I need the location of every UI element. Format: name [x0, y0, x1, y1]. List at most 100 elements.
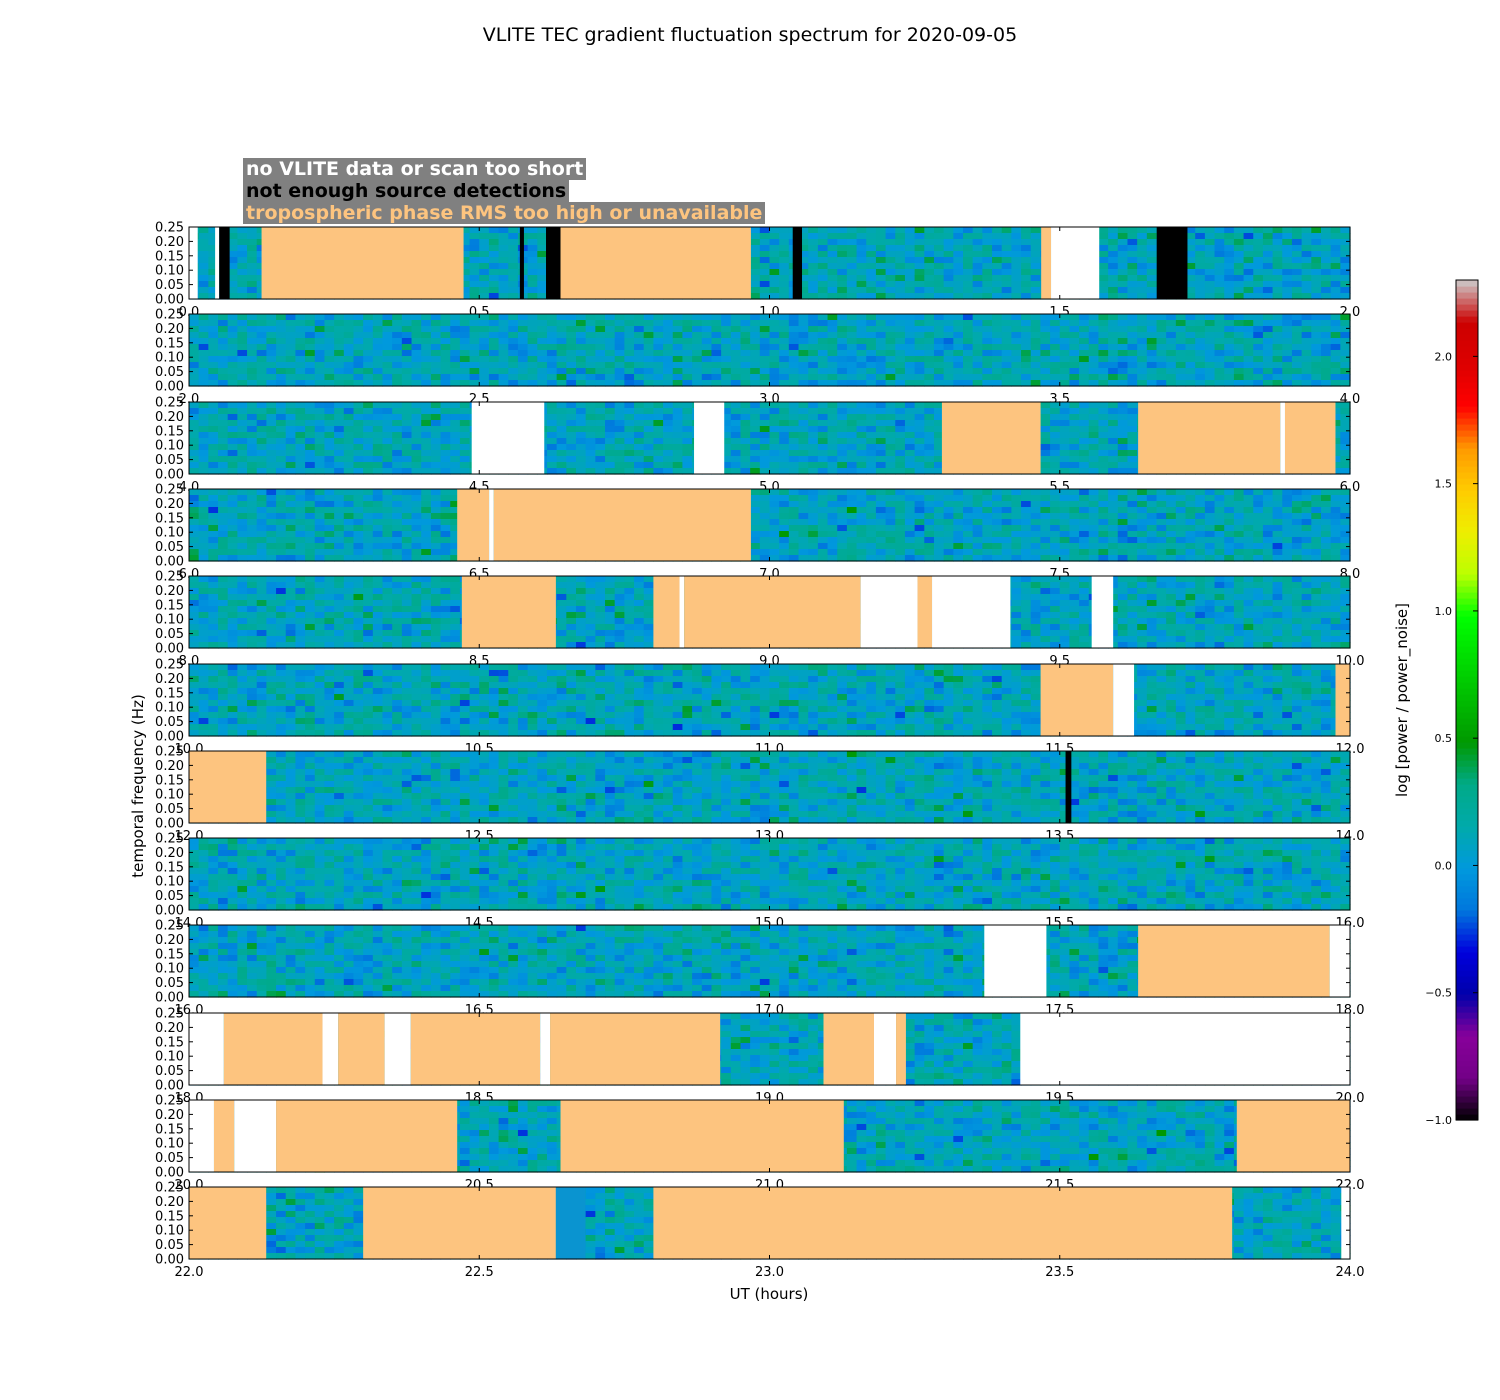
panel-10-mask-4 — [560, 1100, 844, 1172]
panel-2-ytick-1: 0.05 — [155, 453, 184, 468]
panel-9-mask-8 — [823, 1013, 874, 1085]
panel-3-mask-2 — [493, 489, 751, 561]
panel-7-ytick-1: 0.05 — [155, 889, 184, 904]
panel-1-ytick-2: 0.10 — [155, 351, 184, 366]
panel-11-ytick-1: 0.05 — [155, 1238, 184, 1253]
panel-4-mask-6 — [932, 576, 1011, 648]
panel-0: 0.000.050.100.150.200.250.0 0.5 1.0 1.5 2.0 — [155, 221, 1360, 321]
panel-2-ytick-2: 0.10 — [155, 439, 184, 454]
panel-0-mask-1 — [215, 227, 220, 299]
panel-8-ytick-4: 0.20 — [155, 933, 184, 948]
panel-0-ytick-0: 0.00 — [155, 293, 184, 308]
panel-8-ytick-1: 0.05 — [155, 976, 184, 991]
panel-4-ytick-1: 0.05 — [155, 627, 184, 642]
panel-1-ytick-3: 0.15 — [155, 336, 184, 351]
panel-11-ytick-2: 0.10 — [155, 1224, 184, 1239]
panel-1-ytick-0: 0.00 — [155, 380, 184, 395]
panel-5-ytick-5: 0.25 — [155, 658, 184, 673]
panel-3-ytick-4: 0.20 — [155, 497, 184, 512]
panel-4-ytick-5: 0.25 — [155, 570, 184, 585]
panel-7-ytick-3: 0.15 — [155, 860, 184, 875]
panel-11-mask-4 — [1341, 1187, 1350, 1259]
panel-9-mask-6 — [540, 1013, 551, 1085]
panel-9-mask-5 — [410, 1013, 541, 1085]
panel-10-ytick-1: 0.05 — [155, 1151, 184, 1166]
panel-0-ytick-1: 0.05 — [155, 278, 184, 293]
panel-11-mask-3 — [653, 1187, 1233, 1259]
legend-entry-few-detections: not enough source detections — [243, 180, 570, 202]
panel-8-mask-1 — [1138, 925, 1330, 997]
colorbar: 2.0 1.5 1.0 0.5 0.0 −0.5 −1.0 log [power / powe… — [1393, 279, 1479, 1127]
panel-0-mask-0 — [189, 227, 198, 299]
panel-7-ytick-2: 0.10 — [155, 875, 184, 890]
panel-11-xtick-3: 23.5 — [1045, 1265, 1074, 1280]
panel-3-ytick-3: 0.15 — [155, 511, 184, 526]
panel-8-ytick-5: 0.25 — [155, 919, 184, 934]
panel-4-mask-3 — [684, 576, 861, 648]
x-axis-label: UT (hours) — [730, 1285, 809, 1303]
panel-5-texture — [189, 664, 1351, 737]
panel-3: 0.000.050.100.150.200.256.0 6.5 7.0 7.5 8.0 — [155, 483, 1360, 583]
panel-1-ytick-5: 0.25 — [155, 308, 184, 323]
panel-3-ytick-0: 0.00 — [155, 555, 184, 570]
panel-7-texture — [189, 838, 1351, 911]
panel-0-mask-5 — [546, 227, 561, 299]
panel-11: 0.000.050.100.150.200.25 22.0 22.5 23.0 23.5… — [155, 1181, 1364, 1281]
panel-3-mask-1 — [489, 489, 494, 561]
panel-2-mask-2 — [941, 402, 1041, 474]
panel-5-ytick-1: 0.05 — [155, 715, 184, 730]
panel-0-mask-10 — [1156, 227, 1188, 299]
panel-1-ytick-4: 0.20 — [155, 322, 184, 337]
panel-3-ytick-5: 0.25 — [155, 483, 184, 498]
panel-9-mask-0 — [189, 1013, 224, 1085]
panel-0-ytick-4: 0.20 — [155, 235, 184, 250]
colorbar-tick-2: 1.0 — [1435, 605, 1453, 618]
panel-9-ytick-0: 0.00 — [155, 1079, 184, 1094]
panel-7-ytick-4: 0.20 — [155, 846, 184, 861]
panel-8-mask-0 — [984, 925, 1047, 997]
legend-entry-no-data: no VLITE data or scan too short — [243, 158, 587, 180]
panel-9-mask-4 — [384, 1013, 411, 1085]
panel-10-mask-1 — [213, 1100, 235, 1172]
panel-8-ytick-0: 0.00 — [155, 991, 184, 1006]
panel-4-mask-0 — [461, 576, 556, 648]
panel-5-mask-0 — [1040, 664, 1114, 736]
panel-1-texture — [189, 314, 1351, 387]
panel-6-ytick-0: 0.00 — [155, 817, 184, 832]
panel-10-ytick-5: 0.25 — [155, 1094, 184, 1109]
panel-11-ytick-0: 0.00 — [155, 1253, 184, 1268]
colorbar-frame — [1455, 279, 1479, 1121]
panel-3-texture — [189, 489, 1351, 562]
panel-4-ytick-3: 0.15 — [155, 598, 184, 613]
panel-6-ytick-4: 0.20 — [155, 759, 184, 774]
panel-0-ytick-5: 0.25 — [155, 221, 184, 236]
panel-6-ytick-2: 0.10 — [155, 788, 184, 803]
panel-0-ytick-2: 0.10 — [155, 264, 184, 279]
panel-5-mask-2 — [1335, 664, 1350, 736]
panel-6-texture — [189, 751, 1351, 824]
panel-11-xtick-4: 24.0 — [1336, 1265, 1365, 1280]
panel-0-mask-6 — [560, 227, 751, 299]
colorbar-label: log [power / power_noise] — [1393, 603, 1412, 797]
panel-5-ytick-2: 0.10 — [155, 701, 184, 716]
panel-10-mask-2 — [234, 1100, 277, 1172]
panel-11-ytick-3: 0.15 — [155, 1209, 184, 1224]
panel-2-ytick-3: 0.15 — [155, 424, 184, 439]
legend: no VLITE data or scan too short not enou… — [243, 158, 766, 224]
panel-0-mask-9 — [1051, 227, 1100, 299]
panel-9-ytick-3: 0.15 — [155, 1035, 184, 1050]
panel-1: 0.000.050.100.150.200.252.0 2.5 3.0 3.5 4.0 — [155, 308, 1360, 408]
panel-0-mask-8 — [1041, 227, 1052, 299]
panel-2-mask-0 — [471, 402, 545, 474]
colorbar-tick-3: 0.5 — [1435, 732, 1453, 745]
panel-4-mask-2 — [679, 576, 685, 648]
panel-9-ytick-1: 0.05 — [155, 1064, 184, 1079]
panel-0-mask-3 — [261, 227, 464, 299]
panel-4-ytick-4: 0.20 — [155, 584, 184, 599]
panel-4-ytick-0: 0.00 — [155, 642, 184, 657]
colorbar-tick-0: 2.0 — [1435, 350, 1453, 363]
panel-2-mask-4 — [1280, 402, 1285, 474]
